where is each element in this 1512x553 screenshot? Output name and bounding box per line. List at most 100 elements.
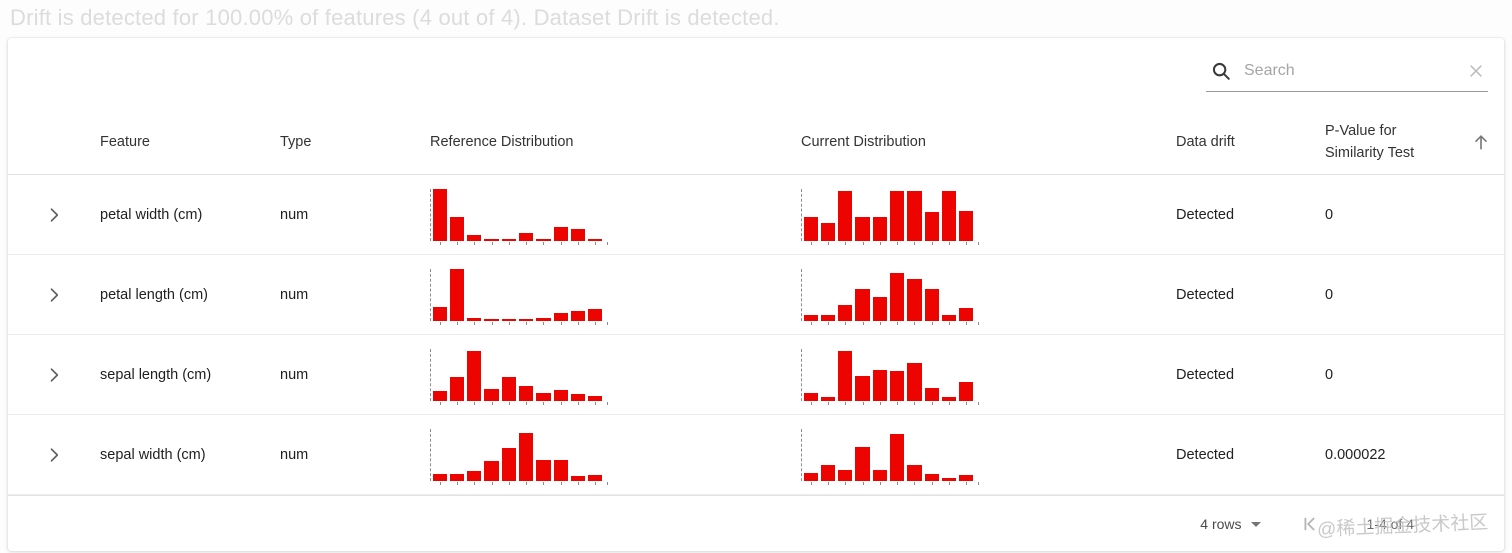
- histogram-bar: [854, 269, 871, 325]
- expander-cell: [8, 201, 100, 229]
- rows-per-page-label: 4 rows: [1200, 515, 1242, 532]
- histogram-bar: [906, 429, 923, 485]
- current-distribution-chart: [801, 188, 981, 245]
- pagination-range-label: 1-4 of 4: [1366, 515, 1414, 532]
- histogram-bar: [958, 189, 975, 245]
- reference-distribution-chart: [430, 268, 610, 325]
- axis-end-tick: [604, 269, 610, 325]
- chevron-down-icon: [1250, 522, 1261, 527]
- histogram-bar: [940, 269, 957, 325]
- histogram-bar: [871, 269, 888, 325]
- data-drift-status: Detected: [1176, 206, 1235, 223]
- column-header-p-value[interactable]: P-Value for Similarity Test: [1325, 120, 1504, 165]
- current-distribution-chart: [801, 268, 981, 325]
- histogram-bar: [923, 429, 940, 485]
- histogram-bar: [837, 269, 854, 325]
- first-page-button[interactable]: [1299, 513, 1321, 535]
- histogram-bar: [906, 189, 923, 245]
- reference-distribution-cell: [430, 348, 801, 405]
- feature-name: sepal width (cm): [100, 446, 206, 463]
- histogram-bar: [888, 349, 905, 405]
- current-distribution-cell: [801, 348, 1176, 405]
- histogram-bar: [906, 269, 923, 325]
- search-input[interactable]: [1242, 60, 1456, 81]
- expander-cell: [8, 361, 100, 389]
- search-box[interactable]: [1206, 52, 1488, 92]
- histogram-bar: [569, 349, 586, 405]
- search-icon: [1210, 60, 1232, 82]
- histogram-bar: [500, 269, 517, 325]
- clear-search-icon[interactable]: [1466, 61, 1486, 81]
- expand-row-button[interactable]: [40, 201, 68, 229]
- histogram-bar: [837, 429, 854, 485]
- histogram-bar: [923, 349, 940, 405]
- column-header-current-distribution[interactable]: Current Distribution: [801, 134, 926, 150]
- histogram-bar: [587, 429, 604, 485]
- histogram-bar: [552, 429, 569, 485]
- histogram-bar: [854, 189, 871, 245]
- current-distribution-cell: [801, 268, 1176, 325]
- histogram-bar: [569, 269, 586, 325]
- expand-row-button[interactable]: [40, 441, 68, 469]
- rows-per-page-select[interactable]: 4 rows: [1200, 515, 1261, 532]
- histogram-bar: [958, 429, 975, 485]
- histogram-bar: [483, 269, 500, 325]
- axis-end-tick: [975, 429, 981, 485]
- histogram-bar: [569, 189, 586, 245]
- column-header-reference-distribution[interactable]: Reference Distribution: [430, 134, 574, 150]
- column-header-type[interactable]: Type: [280, 134, 312, 150]
- histogram-bar: [854, 429, 871, 485]
- column-header-data-drift[interactable]: Data drift: [1176, 134, 1235, 150]
- histogram-bar: [802, 189, 819, 245]
- histogram-bar: [888, 269, 905, 325]
- feature-name: sepal length (cm): [100, 366, 212, 383]
- histogram-bar: [569, 429, 586, 485]
- histogram-bar: [819, 349, 836, 405]
- histogram-bar: [854, 349, 871, 405]
- table-footer: 4 rows 1-4 of 4 @稀土掘金技术社区: [8, 495, 1504, 551]
- reference-distribution-chart: [430, 188, 610, 245]
- histogram-bar: [819, 189, 836, 245]
- axis-end-tick: [604, 429, 610, 485]
- histogram-bar: [552, 349, 569, 405]
- column-header-feature[interactable]: Feature: [100, 134, 150, 150]
- histogram-bar: [958, 269, 975, 325]
- p-value: 0: [1325, 286, 1334, 303]
- p-value: 0: [1325, 366, 1334, 383]
- histogram-bar: [431, 188, 448, 245]
- sort-ascending-icon[interactable]: [1471, 132, 1491, 152]
- current-distribution-chart: [801, 348, 981, 405]
- feature-type: num: [280, 446, 309, 463]
- histogram-bar: [923, 189, 940, 245]
- axis-end-tick: [975, 349, 981, 405]
- axis-end-tick: [975, 269, 981, 325]
- p-value: 0: [1325, 206, 1334, 223]
- expander-cell: [8, 441, 100, 469]
- table-row: petal length (cm) num Detected 0: [8, 255, 1504, 335]
- data-drift-status: Detected: [1176, 446, 1235, 463]
- histogram-bar: [535, 189, 552, 245]
- feature-type: num: [280, 206, 309, 223]
- histogram-bar: [837, 189, 854, 245]
- table-row: petal width (cm) num Detected 0: [8, 175, 1504, 255]
- expand-row-button[interactable]: [40, 281, 68, 309]
- histogram-bar: [587, 189, 604, 245]
- page-title: Drift is detected for 100.00% of feature…: [10, 5, 780, 30]
- drift-table-card: Feature Type Reference Distribution Curr…: [8, 38, 1504, 551]
- feature-type: num: [280, 286, 309, 303]
- p-value: 0.000022: [1325, 446, 1386, 463]
- histogram-bar: [448, 429, 465, 485]
- table-body: petal width (cm) num Detected 0 petal le…: [8, 175, 1504, 495]
- histogram-bar: [940, 429, 957, 485]
- column-header-p-value-label: P-Value for Similarity Test: [1325, 122, 1415, 161]
- histogram-bar: [448, 349, 465, 405]
- histogram-bar: [802, 349, 819, 405]
- histogram-bar: [940, 189, 957, 245]
- expand-row-button[interactable]: [40, 361, 68, 389]
- histogram-bar: [431, 349, 448, 405]
- histogram-bar: [466, 349, 483, 405]
- axis-end-tick: [604, 349, 610, 405]
- histogram-bar: [871, 189, 888, 245]
- reference-distribution-chart: [430, 428, 610, 485]
- histogram-bar: [517, 429, 534, 485]
